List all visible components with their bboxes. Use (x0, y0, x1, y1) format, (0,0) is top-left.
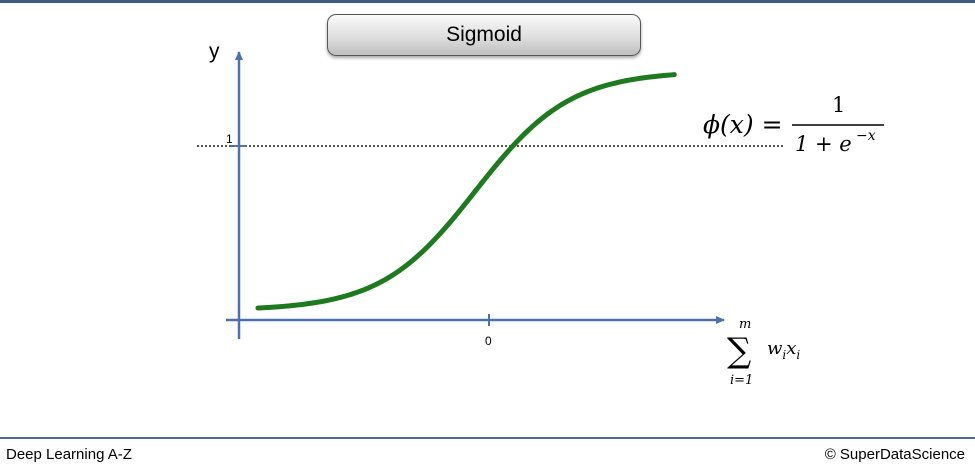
term-w-subscript: i (782, 348, 786, 362)
sum-sign: ∑ (727, 331, 751, 371)
formula-denominator-exponent: −x (856, 128, 876, 144)
sum-upper-limit: m (739, 317, 751, 332)
x-axis-label: m ∑ i=1 wixi (727, 317, 800, 388)
footer-divider (0, 437, 975, 439)
y-tick-label-1: 1 (226, 132, 233, 146)
formula-denominator-base: 1 + e (795, 132, 852, 156)
y-axis-label: y (209, 40, 220, 63)
sum-lower-limit: i=1 (730, 373, 753, 388)
formula: ϕ(x) = 1 1 + e −x (703, 93, 884, 156)
top-border (0, 0, 975, 3)
formula-lhs: ϕ(x) = (703, 110, 783, 139)
footer-course-name: Deep Learning A-Z (6, 446, 132, 463)
term-w: w (767, 338, 783, 359)
footer-copyright: © SuperDataScience (824, 446, 965, 463)
x-tick-label-0: 0 (485, 334, 492, 348)
chart-title: Sigmoid (327, 14, 641, 56)
term-x: x (786, 338, 796, 359)
sum-term: wixi (767, 338, 800, 362)
term-x-subscript: i (796, 348, 800, 362)
formula-numerator: 1 (832, 93, 845, 117)
sigmoid-curve (255, 72, 677, 311)
